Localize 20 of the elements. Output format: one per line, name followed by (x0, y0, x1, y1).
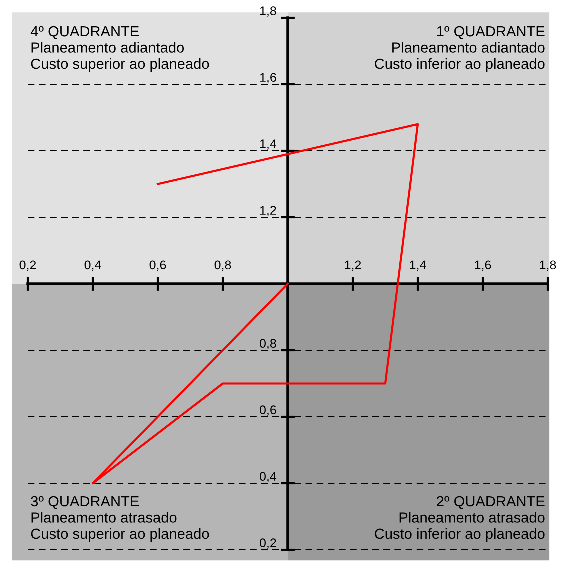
y-tick-label: 0,4 (260, 472, 277, 483)
x-tick-label: 1,8 (540, 260, 556, 272)
y-tick-label: 1,4 (260, 140, 277, 150)
y-tick-label: 0,8 (260, 339, 276, 350)
annotation: 2º QUADRANTE Planeamento atrasado Custo inferior ao planeado (375, 496, 545, 542)
y-tick-label: 0,6 (260, 406, 276, 416)
annotation: 1º QUADRANTE Planeamento adiantado Custo inferior ao planeado (375, 26, 545, 72)
x-tick-label: 1,2 (345, 260, 362, 272)
x-tick-label: 1,6 (475, 260, 492, 272)
y-tick-label: 1,8 (260, 6, 276, 18)
x-tick-label: 1,4 (410, 260, 426, 272)
annotation: 3º QUADRANTE Planeamento atrasado Custo superior ao planeado (31, 496, 210, 542)
y-tick-label: 1,6 (260, 73, 276, 84)
y-tick-label: 1,2 (260, 206, 276, 217)
x-tick-label: 0,8 (214, 260, 232, 272)
y-tick-label: 0,2 (260, 538, 276, 550)
annotation: 4º QUADRANTE Planeamento adiantado Custo superior ao planeado (30, 26, 210, 72)
x-tick-label: 0,6 (150, 260, 166, 272)
x-tick-label: 0,4 (84, 260, 102, 272)
x-tick-label: 0,2 (20, 260, 36, 272)
